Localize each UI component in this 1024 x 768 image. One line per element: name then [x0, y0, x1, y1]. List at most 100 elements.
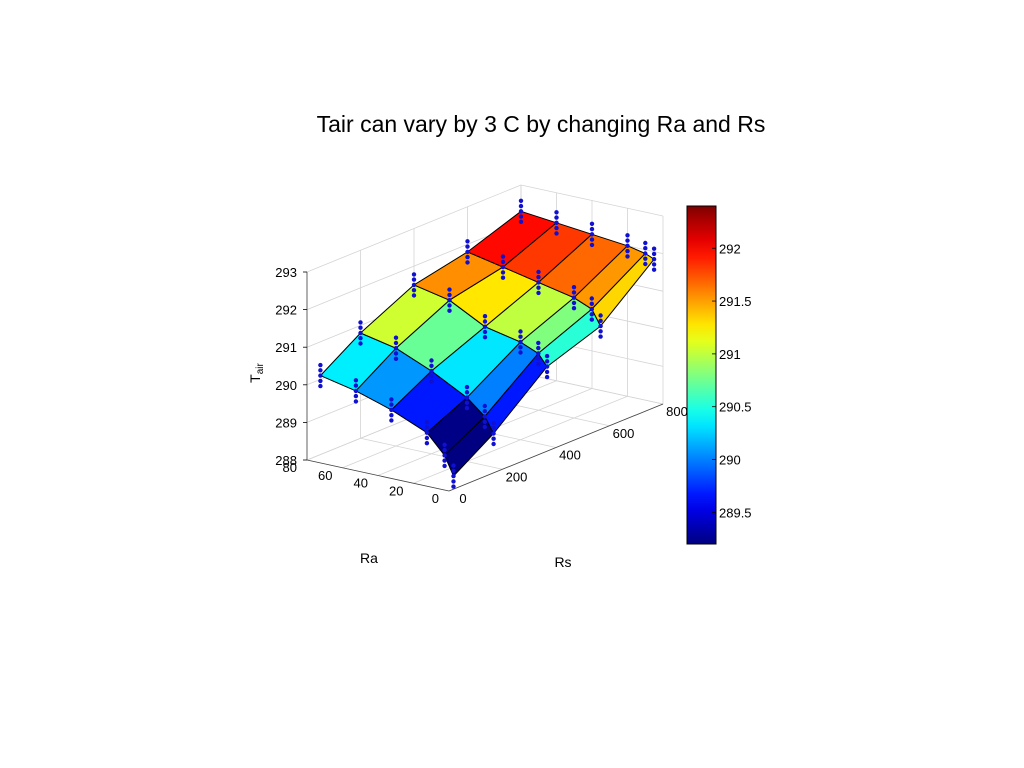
data-marker: [651, 262, 657, 267]
data-marker: [598, 318, 603, 323]
data-marker: [464, 395, 470, 400]
data-marker: [318, 373, 323, 378]
data-marker: [518, 345, 523, 350]
z-axis-label-sub: air: [255, 362, 266, 374]
data-marker: [465, 260, 470, 265]
data-marker: [518, 329, 523, 334]
data-marker: [393, 351, 399, 356]
z-tick-label: 289: [275, 415, 297, 430]
data-marker: [318, 368, 323, 373]
data-marker: [536, 280, 541, 285]
data-marker: [643, 240, 648, 246]
data-marker: [482, 424, 487, 430]
x-axis-label: Rs: [554, 554, 571, 570]
data-marker: [643, 261, 648, 267]
data-marker: [358, 320, 363, 325]
x-tick-label: 400: [559, 448, 581, 463]
data-marker: [643, 251, 648, 256]
data-marker: [491, 436, 496, 441]
z-tick-label: 293: [275, 265, 297, 280]
data-marker: [536, 290, 541, 296]
data-marker: [554, 225, 559, 231]
data-marker: [598, 329, 603, 334]
data-marker: [491, 441, 496, 447]
data-marker: [544, 364, 550, 369]
data-marker: [353, 383, 359, 388]
data-marker: [500, 259, 506, 265]
data-marker: [482, 409, 487, 414]
colorbar-tick-label: 290.5: [719, 400, 752, 415]
data-marker: [393, 335, 399, 340]
data-marker: [442, 463, 447, 469]
data-marker: [482, 414, 487, 419]
data-marker: [411, 277, 417, 282]
wall-gridline: [520, 372, 664, 405]
data-marker: [544, 359, 550, 364]
data-marker: [536, 361, 541, 367]
data-marker: [589, 221, 595, 226]
data-marker: [447, 308, 452, 313]
colorbar-tick-label: 290: [719, 453, 741, 468]
data-marker: [518, 219, 524, 224]
data-marker: [536, 351, 541, 356]
z-axis-label-main: T: [247, 374, 263, 383]
data-marker: [318, 378, 323, 384]
data-marker: [451, 473, 456, 479]
data-marker: [464, 405, 470, 411]
data-marker: [411, 272, 417, 277]
data-marker: [353, 399, 359, 404]
colorbar: [686, 205, 717, 545]
data-marker: [643, 256, 648, 261]
z-tick-label: 291: [275, 340, 297, 355]
wall-gridline: [306, 222, 522, 310]
colorbar-ticks: 289.5 290 290.5 291 291.5 292: [712, 241, 752, 520]
wall-gridline: [520, 184, 664, 217]
data-marker: [482, 419, 487, 424]
data-marker: [451, 463, 456, 468]
data-marker: [411, 288, 417, 293]
data-marker: [429, 368, 434, 374]
data-marker: [598, 323, 603, 329]
data-marker: [424, 435, 430, 441]
data-markers: [318, 198, 657, 489]
data-marker: [447, 298, 452, 303]
wall-gridline: [306, 184, 522, 273]
data-marker: [500, 254, 506, 259]
data-marker: [353, 378, 359, 383]
data-marker: [465, 239, 470, 244]
surface: [319, 210, 655, 477]
data-marker: [389, 402, 394, 407]
z-tick-label: 290: [275, 378, 297, 393]
data-marker: [442, 453, 447, 458]
y-tick-label: 60: [318, 468, 332, 483]
data-marker: [389, 418, 394, 423]
data-marker: [442, 447, 447, 453]
data-marker: [389, 397, 394, 402]
x-tick-label: 0: [459, 491, 466, 506]
colorbar-tick-label: 291.5: [719, 294, 752, 309]
data-marker: [482, 314, 488, 319]
data-marker: [500, 275, 506, 280]
data-marker: [518, 209, 524, 214]
data-marker: [358, 341, 363, 346]
data-marker: [393, 346, 399, 351]
data-marker: [424, 420, 430, 425]
data-marker: [482, 324, 488, 329]
y-tick-label: 40: [354, 476, 368, 491]
data-marker: [393, 356, 399, 361]
data-marker: [518, 350, 523, 355]
data-marker: [451, 484, 456, 489]
y-tick-label: 0: [432, 491, 439, 506]
data-marker: [589, 301, 594, 306]
data-marker: [598, 334, 603, 339]
data-marker: [589, 306, 594, 312]
colorbar-tick-label: 292: [719, 241, 741, 256]
z-tick-label: 292: [275, 303, 297, 318]
data-marker: [571, 306, 577, 311]
data-marker: [589, 242, 595, 248]
data-marker: [358, 336, 363, 341]
data-marker: [451, 468, 456, 473]
data-marker: [651, 257, 657, 262]
